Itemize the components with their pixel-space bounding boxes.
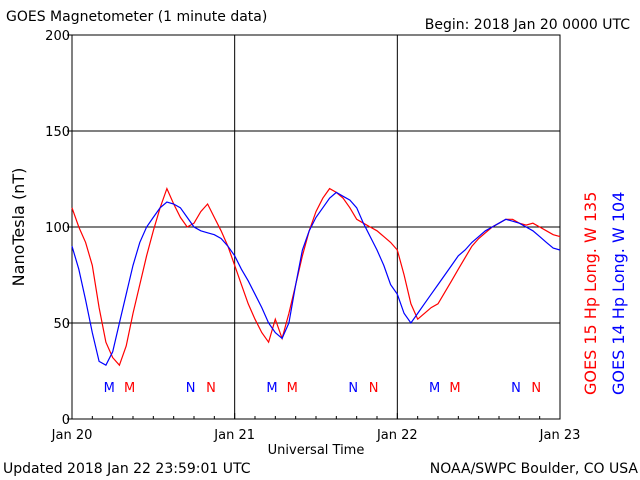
x-tick-label: Jan 21 bbox=[213, 428, 255, 443]
local-time-marker: N bbox=[348, 381, 358, 396]
local-time-marker: M bbox=[287, 381, 298, 396]
local-time-marker: M bbox=[266, 381, 277, 396]
y-tick-label: 100 bbox=[45, 221, 70, 236]
series-line-goes14 bbox=[71, 191, 561, 367]
series-line-goes15 bbox=[71, 186, 561, 367]
y-tick-label: 0 bbox=[62, 413, 70, 428]
local-time-marker: M bbox=[449, 381, 460, 396]
y-tick-label: 200 bbox=[45, 29, 70, 44]
legend-entry-goes14: GOES 14 Hp Long. W 104 bbox=[609, 192, 628, 395]
local-time-marker: N bbox=[186, 381, 196, 396]
x-tick-label: Jan 22 bbox=[376, 428, 418, 443]
local-time-marker: M bbox=[104, 381, 115, 396]
y-axis-label: NanoTesla (nT) bbox=[9, 168, 28, 287]
chart-title: GOES Magnetometer (1 minute data) bbox=[6, 9, 268, 25]
y-tick-label: 150 bbox=[45, 125, 70, 140]
x-axis-label: Universal Time bbox=[268, 443, 365, 458]
local-time-marker: N bbox=[511, 381, 521, 396]
legend-entry-goes15: GOES 15 Hp Long. W 135 bbox=[581, 192, 600, 395]
x-tick-label: Jan 20 bbox=[51, 428, 93, 443]
updated-timestamp: Updated 2018 Jan 22 23:59:01 UTC bbox=[3, 461, 251, 477]
x-tick-label: Jan 23 bbox=[539, 428, 581, 443]
local-time-marker: N bbox=[369, 381, 379, 396]
local-time-marker: N bbox=[531, 381, 541, 396]
credit-text: NOAA/SWPC Boulder, CO USA bbox=[429, 461, 638, 477]
local-time-marker: M bbox=[124, 381, 135, 396]
y-tick-label: 50 bbox=[53, 317, 70, 332]
local-time-marker: M bbox=[429, 381, 440, 396]
begin-time: Begin: 2018 Jan 20 0000 UTC bbox=[424, 17, 630, 33]
local-time-marker: N bbox=[206, 381, 216, 396]
